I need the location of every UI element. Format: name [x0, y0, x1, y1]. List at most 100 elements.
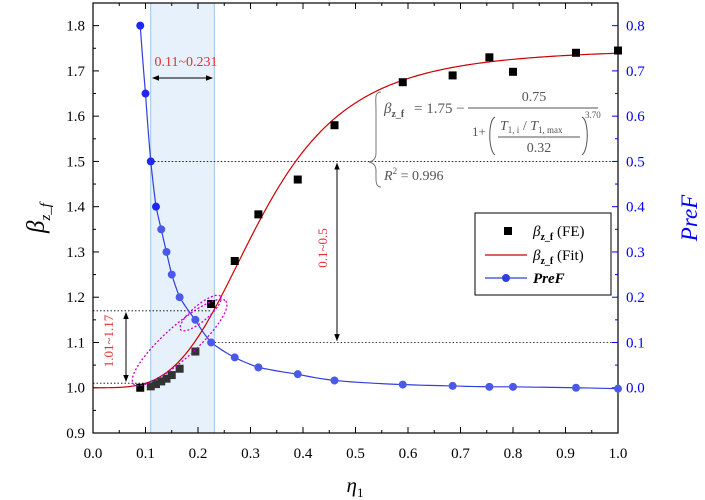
fe-point: [136, 383, 145, 392]
x-tick-label: 0.1: [136, 446, 155, 462]
y-right-tick-label: 0.0: [626, 381, 645, 397]
pref-point: [509, 382, 517, 391]
pref-points: [136, 21, 622, 393]
y-right-tick-label: 0.7: [626, 64, 645, 80]
legend-label-fe: βz_f (FE): [532, 224, 585, 243]
y-left-tick-label: 1.4: [66, 200, 85, 216]
fe-point: [509, 67, 517, 76]
range-pref-label: 0.1~0.5: [315, 228, 330, 268]
fe-point: [167, 371, 176, 380]
pref-point: [254, 363, 263, 372]
pref-point: [157, 225, 166, 234]
fe-point: [191, 347, 200, 356]
y-left-tick-label: 1.8: [66, 19, 85, 35]
x-tick-label: 0.5: [346, 446, 365, 462]
svg-text:3.70: 3.70: [585, 110, 601, 120]
fit-equation: βz_f = 1.75 − 0.75 1+ T1, i / T1, max 0.…: [368, 90, 601, 188]
y-right-tick-label: 0.8: [626, 19, 645, 35]
fe-point: [398, 78, 407, 87]
fe-point: [330, 121, 339, 130]
pref-point: [136, 21, 145, 30]
y-left-tick-label: 1.6: [66, 109, 85, 125]
x-tick-label: 0.2: [189, 446, 208, 462]
fe-point: [572, 48, 580, 57]
svg-text:βz_f: βz_f: [383, 101, 405, 120]
pref-point: [141, 89, 150, 98]
x-tick-label: 0.3: [241, 446, 260, 462]
fe-point: [614, 46, 622, 55]
x-tick-label: 0.4: [294, 446, 313, 462]
y-left-axis-title: βz_f: [23, 201, 54, 234]
fe-point: [157, 377, 166, 386]
svg-text:T1, i / T1, max: T1, i / T1, max: [500, 119, 563, 135]
svg-text:R2 = 0.996: R2 = 0.996: [383, 166, 443, 184]
fe-point: [485, 53, 494, 62]
y-right-tick-label: 0.2: [626, 290, 645, 306]
guide-lines: [93, 161, 618, 384]
y-right-tick-label: 0.6: [626, 109, 645, 125]
tick-labels: 0.0 0.1 0.2 0.3 0.4 0.5 0.6 0.7 0.8 0.9 1.00.91.01…: [66, 19, 645, 462]
fe-point: [207, 300, 216, 308]
range-y-label: 1.01~1.17: [101, 314, 116, 367]
fe-point: [293, 175, 302, 184]
legend-label-fit: βz_f (Fit): [532, 248, 584, 267]
x-axis-title: η1: [347, 473, 364, 500]
y-left-tick-label: 1.0: [66, 381, 85, 397]
ellipse-threshold: [179, 294, 222, 332]
fe-point: [254, 210, 263, 219]
y-left-tick-label: 0.9: [66, 426, 85, 442]
x-tick-label: 0.9: [556, 446, 575, 462]
x-tick-label: 0.6: [399, 446, 418, 462]
fe-point: [152, 380, 160, 389]
fe-points: [136, 46, 622, 392]
legend: βz_f (FE) βz_f (Fit) PreF: [474, 212, 612, 296]
y-left-tick-label: 1.7: [66, 64, 85, 80]
pref-point: [485, 382, 494, 391]
pref-point: [152, 202, 160, 211]
svg-text:0.32: 0.32: [527, 141, 552, 156]
y-left-tick-label: 1.5: [66, 154, 85, 170]
y-right-tick-label: 0.5: [626, 154, 645, 170]
x-tick-label: 1.0: [609, 446, 628, 462]
annotation-arrows: [123, 75, 340, 382]
y-left-tick-label: 1.3: [66, 245, 85, 261]
y-right-axis-title: PreF: [677, 194, 702, 242]
pref-point: [614, 384, 622, 393]
fit-curve: [93, 52, 619, 389]
svg-text:= 1.75 −: = 1.75 −: [414, 101, 465, 117]
pref-point: [448, 381, 457, 390]
highlight-ellipses: [131, 294, 228, 387]
y-right-tick-label: 0.1: [626, 335, 645, 351]
y-left-tick-label: 1.1: [66, 335, 85, 351]
pref-point: [207, 338, 216, 347]
pref-point: [162, 247, 171, 256]
y-right-tick-label: 0.3: [626, 245, 645, 261]
pref-point: [572, 383, 580, 392]
y-right-tick-label: 0.4: [626, 200, 645, 216]
fe-point: [146, 382, 155, 391]
y-left-tick-label: 1.2: [66, 290, 85, 306]
pref-point: [398, 380, 407, 389]
pref-point: [191, 315, 200, 324]
fe-point: [175, 364, 184, 373]
svg-text:0.75: 0.75: [522, 90, 547, 105]
x-tick-label: 0.8: [504, 446, 523, 462]
ellipse-fe-range: [131, 298, 228, 387]
legend-symbol-pref-point: [502, 274, 510, 282]
fe-point: [162, 374, 171, 383]
svg-text:1+: 1+: [472, 124, 486, 139]
fe-point: [230, 257, 239, 265]
pref-line: [139, 25, 619, 390]
pref-point: [146, 157, 155, 166]
pref-point: [230, 353, 239, 362]
pref-point: [293, 370, 302, 379]
axis-ticks: [92, 3, 619, 434]
x-tick-label: 0.0: [84, 446, 103, 462]
x-tick-label: 0.7: [451, 446, 470, 462]
pref-point: [330, 376, 339, 385]
pref-point: [175, 293, 184, 302]
legend-label-pref: PreF: [533, 271, 565, 287]
fe-point: [448, 71, 457, 80]
legend-symbol-fe: [504, 227, 512, 235]
